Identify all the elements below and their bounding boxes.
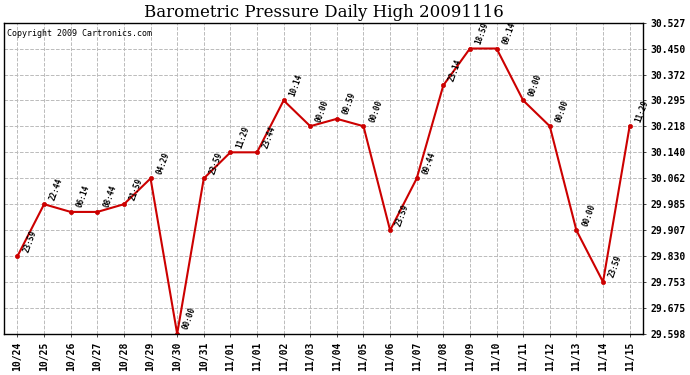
Title: Barometric Pressure Daily High 20091116: Barometric Pressure Daily High 20091116 [144,4,504,21]
Text: 22:44: 22:44 [48,177,65,201]
Text: 00:00: 00:00 [554,99,571,123]
Text: Copyright 2009 Cartronics.com: Copyright 2009 Cartronics.com [8,29,152,38]
Text: 21:59: 21:59 [128,177,144,201]
Text: 11:29: 11:29 [634,99,650,123]
Text: 23:59: 23:59 [607,254,624,279]
Text: 23:59: 23:59 [208,151,224,176]
Text: 18:59: 18:59 [474,21,491,46]
Text: 11:29: 11:29 [235,125,251,150]
Text: 00:00: 00:00 [368,99,384,123]
Text: 10:14: 10:14 [288,73,304,98]
Text: 09:44: 09:44 [421,151,437,176]
Text: 00:00: 00:00 [315,99,331,123]
Text: 09:59: 09:59 [341,91,357,116]
Text: 23:59: 23:59 [394,203,411,228]
Text: 00:00: 00:00 [580,203,597,228]
Text: 00:00: 00:00 [181,306,198,331]
Text: 00:00: 00:00 [527,73,544,98]
Text: 23:14: 23:14 [448,58,464,82]
Text: 23:59: 23:59 [21,228,38,254]
Text: 09:14: 09:14 [501,21,517,46]
Text: 23:44: 23:44 [262,125,277,150]
Text: 08:44: 08:44 [101,184,118,209]
Text: 04:29: 04:29 [155,151,171,176]
Text: 06:14: 06:14 [75,184,91,209]
